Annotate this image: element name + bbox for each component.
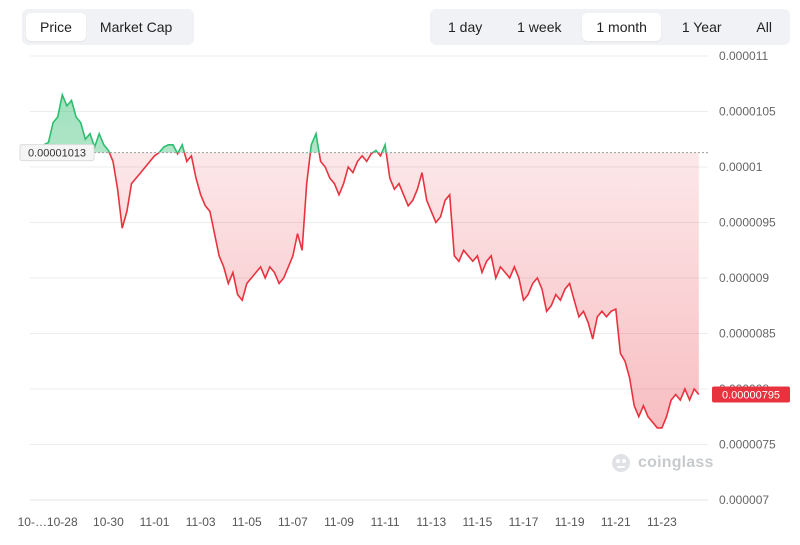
- x-tick-label: 10-30: [93, 515, 124, 529]
- range-tab-1-year[interactable]: 1 Year: [681, 19, 722, 35]
- y-tick-label: 0.000011: [719, 49, 768, 63]
- range-tabs: 1 day 1 week 1 month 1 Year All: [430, 9, 790, 45]
- coinglass-logo-icon: [612, 454, 630, 472]
- range-tab-1-week[interactable]: 1 week: [517, 19, 562, 35]
- y-tick-label: 0.000007: [719, 493, 769, 507]
- watermark-text: coinglass: [638, 454, 714, 471]
- y-tick-label: 0.0000075: [719, 438, 776, 452]
- x-tick-label: 10-…: [18, 515, 47, 529]
- range-tab-1-month[interactable]: 1 month: [582, 13, 661, 41]
- range-tab-all[interactable]: All: [756, 19, 772, 35]
- coinglass-watermark: coinglass: [610, 452, 714, 474]
- x-tick-label: 11-03: [186, 515, 216, 529]
- x-tick-label: 11-05: [232, 515, 262, 529]
- area-below-baseline: [109, 152, 699, 428]
- y-tick-label: 0.0000105: [719, 105, 776, 119]
- tab-market-cap[interactable]: Market Cap: [99, 19, 173, 35]
- range-tab-1-day[interactable]: 1 day: [448, 19, 483, 35]
- x-tick-label: 10-28: [47, 515, 78, 529]
- x-tick-label: 11-15: [462, 515, 492, 529]
- price-line-down: [108, 152, 700, 429]
- x-tick-label: 11-17: [509, 515, 539, 529]
- y-tick-label: 0.0000085: [719, 327, 776, 341]
- x-tick-label: 11-13: [416, 515, 446, 529]
- x-tick-label: 11-21: [601, 515, 631, 529]
- x-tick-label: 11-23: [647, 515, 677, 529]
- x-tick-label: 11-11: [371, 515, 400, 529]
- baseline-label-box: [19, 144, 95, 162]
- x-tick-label: 11-09: [324, 515, 354, 529]
- y-tick-label: 0.00001: [719, 160, 763, 174]
- tab-price[interactable]: Price: [26, 13, 86, 41]
- y-tick-label: 0.0000095: [719, 216, 776, 230]
- x-tick-label: 11-07: [278, 515, 308, 529]
- x-tick-label: 11-19: [555, 515, 585, 529]
- baseline-label: 0.00001013: [28, 148, 86, 160]
- current-price-badge: [712, 386, 790, 403]
- x-tick-label: 11-01: [140, 515, 170, 529]
- current-price-label: 0.00000795: [722, 390, 780, 402]
- y-tick-label: 0.000009: [719, 271, 769, 285]
- metric-tabs: Price Market Cap: [22, 9, 194, 45]
